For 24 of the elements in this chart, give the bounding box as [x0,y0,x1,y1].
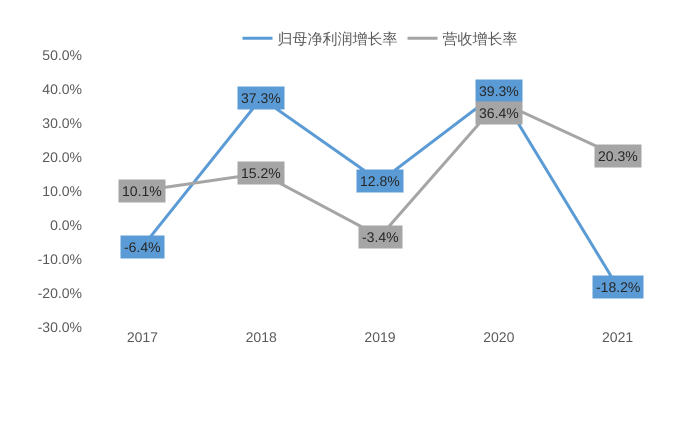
y-tick-label: 0.0% [50,216,82,233]
x-tick-label: 2020 [483,329,515,345]
y-tick-label: 30.0% [42,114,82,131]
data-label: 36.4% [479,105,519,121]
y-tick-label: -10.0% [38,250,82,267]
y-tick-label: 40.0% [42,80,82,97]
data-label: 37.3% [241,90,281,106]
x-tick-label: 2019 [364,329,396,345]
y-tick-label: -30.0% [38,318,82,335]
legend-label: 营收增长率 [442,31,518,48]
x-tick-label: 2018 [246,329,277,345]
data-label: 20.3% [598,148,638,164]
y-tick-label: -20.0% [38,284,82,301]
data-label: 15.2% [241,165,281,181]
y-tick-label: 10.0% [42,182,82,199]
x-tick-label: 2017 [126,329,158,345]
data-label: 12.8% [360,173,400,189]
data-label: 39.3% [479,83,519,99]
data-label: -18.2% [596,279,640,295]
legend-label: 归母净利润增长率 [278,31,398,48]
x-tick-label: 2021 [602,329,634,345]
data-label: 10.1% [122,183,162,199]
y-tick-label: 50.0% [42,46,82,63]
y-tick-label: 20.0% [42,148,82,165]
